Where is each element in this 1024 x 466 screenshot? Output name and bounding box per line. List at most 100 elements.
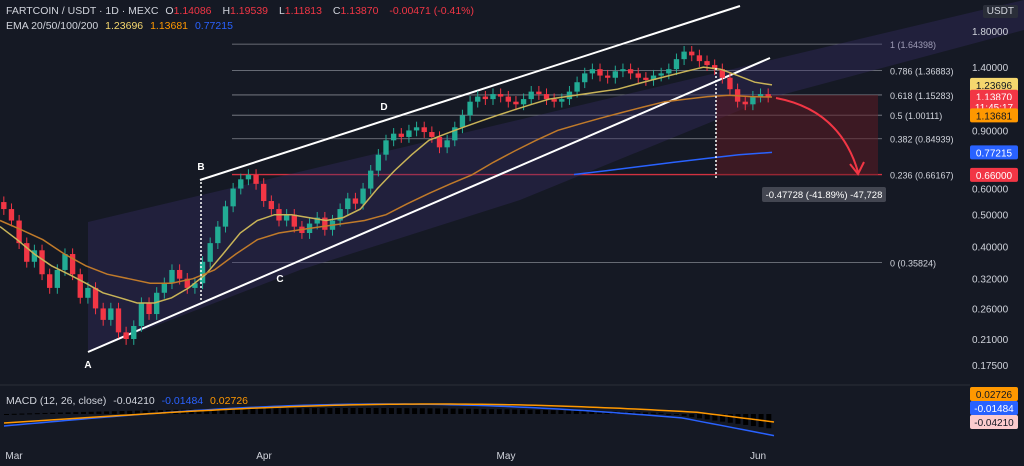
macd-hist-81 (627, 411, 633, 414)
price-tick-5: 0.40000 (972, 243, 1009, 254)
macd-hist-59 (458, 408, 464, 414)
macd-badge-bg-0 (970, 387, 1018, 401)
price-tick-2: 0.90000 (972, 126, 1009, 137)
macd-hist-51 (396, 408, 402, 414)
candle-body-2 (16, 220, 22, 244)
macd-hist-83 (643, 412, 649, 414)
candle-body-44 (337, 209, 343, 221)
candle-body-91 (696, 55, 703, 62)
candle-body-92 (704, 61, 710, 66)
macd-hist-70 (543, 410, 548, 414)
macd-badge-0: 0.02726 (976, 390, 1013, 401)
signal-value: -0.01484 (161, 395, 204, 407)
candle-body-38 (291, 214, 297, 227)
candle-body-22 (169, 269, 175, 284)
candle-body-99 (757, 94, 764, 97)
candle-body-6 (47, 274, 53, 288)
candle-body-62 (475, 96, 481, 102)
macd-hist-35 (273, 408, 279, 414)
candle-body-88 (673, 59, 680, 70)
candle-body-72 (551, 99, 557, 102)
macd-hist-90 (697, 414, 702, 419)
macd-hist-45 (350, 408, 356, 414)
macd-hist-60 (466, 408, 471, 414)
candles (1, 45, 771, 345)
candle-body-86 (658, 73, 664, 76)
time-label-0: Mar (5, 451, 23, 462)
candle-body-13 (100, 308, 106, 320)
candle-body-83 (635, 73, 641, 78)
candle-body-41 (314, 217, 320, 224)
macd-hist-50 (389, 408, 394, 414)
ohlc-change: -0.00471 (-0.41%) (389, 5, 475, 17)
macd-hist-77 (596, 411, 602, 414)
ema20-line (0, 66, 773, 304)
macd-hist-68 (527, 409, 533, 414)
rising-channel (87, 0, 1024, 353)
macd-hist-40 (312, 408, 317, 414)
ema-label: EMA 20/50/100/200 (6, 20, 99, 32)
time-label-3: Jun (750, 451, 766, 462)
projection-arrow (775, 97, 859, 173)
macd-hist-19 (150, 410, 156, 414)
macd-hist-28 (219, 409, 225, 414)
macd-hist-13 (104, 411, 110, 414)
fib-label-5: 0.236 (0.66167) (890, 171, 954, 181)
ema200-value: 0.77215 (194, 20, 233, 32)
candle-body-75 (574, 82, 580, 92)
candle-body-52 (398, 133, 404, 137)
macd-hist-67 (519, 409, 525, 414)
channel-upper-line (199, 5, 741, 181)
price-badge-5: 0.66000 (976, 171, 1013, 182)
macd-hist-91 (704, 414, 710, 420)
ohlc-open: O1.14086 (165, 5, 212, 17)
price-badge-4: 0.77215 (976, 148, 1013, 159)
price-tick-1: 1.40000 (972, 63, 1009, 74)
candle-body-54 (413, 127, 420, 131)
candle-body-10 (77, 274, 83, 298)
candle-body-24 (184, 278, 190, 288)
candle-body-50 (383, 140, 389, 155)
candle-body-12 (92, 287, 99, 309)
macd-header: MACD (12, 26, close) -0.04210 -0.01484 0… (6, 395, 252, 407)
macd-hist-61 (473, 408, 479, 414)
macd-hist-82 (635, 412, 641, 414)
candle-body-7 (54, 269, 61, 288)
price-badge-bg-4 (970, 145, 1018, 160)
macd-hist-95 (735, 414, 741, 424)
candle-body-30 (230, 188, 236, 207)
macd-value: -0.04210 (113, 395, 155, 407)
price-badge-3: 1.13681 (976, 111, 1013, 122)
candle-body-71 (543, 94, 550, 100)
macd-hist-53 (412, 408, 418, 414)
candle-body-95 (727, 77, 733, 90)
candle-body-46 (352, 198, 359, 204)
price-badge-0: 1.23696 (976, 81, 1013, 92)
macd-hist-55 (427, 408, 433, 414)
candle-body-53 (406, 130, 412, 137)
ema-header: EMA 20/50/100/200 1.23696 1.13681 0.7721… (6, 20, 237, 32)
candle-body-89 (681, 51, 687, 60)
candle-body-76 (582, 73, 588, 83)
candle-body-0 (1, 202, 7, 210)
currency-button[interactable]: USDT (982, 5, 1018, 18)
candle-body-9 (69, 254, 76, 275)
macd-hist-52 (404, 408, 410, 414)
candle-body-25 (192, 283, 198, 288)
price-axis: 1.80000 1.40000 0.90000 0.60000 0.50000 0.400… (970, 27, 1018, 429)
time-label-1: Apr (256, 451, 272, 462)
candle-body-49 (375, 154, 382, 171)
macd-hist-10 (81, 411, 86, 414)
macd-hist-46 (358, 408, 364, 414)
candle-body-93 (711, 65, 718, 70)
macd-hist-20 (158, 410, 163, 414)
candle-body-8 (62, 254, 68, 270)
candle-body-85 (650, 75, 657, 80)
price-badge-bg-5 (970, 167, 1018, 182)
candle-body-37 (283, 214, 290, 221)
macd-hist-47 (365, 408, 371, 414)
candle-body-73 (559, 99, 565, 102)
macd-hist-34 (265, 408, 271, 414)
